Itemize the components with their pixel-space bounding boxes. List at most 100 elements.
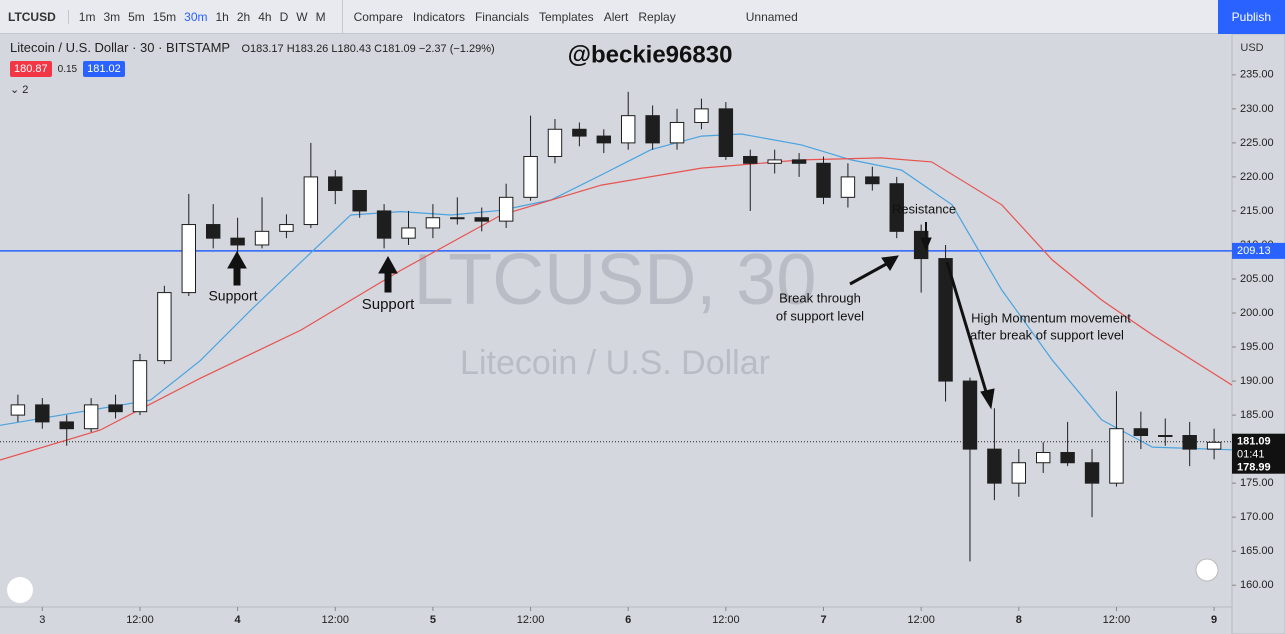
y-tick-label: 185.00	[1240, 409, 1274, 421]
interval[interactable]: 1h	[215, 9, 229, 24]
interval[interactable]: 3m	[103, 9, 121, 24]
toolbar-button[interactable]: Compare	[353, 9, 403, 24]
candle-body	[108, 404, 123, 413]
interval[interactable]: W	[296, 9, 308, 24]
candle-body	[59, 421, 74, 430]
watermark: LTCUSD, 30	[414, 240, 817, 320]
annotation: after break of support level	[970, 327, 1124, 342]
level-label: 209.13	[1237, 245, 1271, 257]
separator	[341, 0, 343, 34]
interval[interactable]: 1m	[78, 9, 96, 24]
annotation: of support level	[776, 308, 864, 323]
candle-body	[987, 448, 1002, 484]
x-tick-label: 12:00	[517, 614, 545, 626]
last-price-tag	[1232, 433, 1285, 474]
x-tick-label: 6	[625, 614, 631, 626]
toolbar-button[interactable]: Indicators	[412, 9, 465, 24]
interval[interactable]: D	[279, 9, 289, 24]
toolbar-button[interactable]: Templates	[538, 9, 594, 24]
interval[interactable]: 15m	[152, 9, 177, 24]
x-tick-label: 5	[430, 614, 436, 626]
last-price-label: 181.09	[1237, 436, 1271, 448]
x-tick-label: 12:00	[712, 614, 740, 626]
interval[interactable]: 4h	[258, 9, 272, 24]
candle-body	[523, 155, 538, 198]
interval[interactable]: 2h	[236, 9, 251, 24]
prev-close-label: 178.99	[1237, 462, 1271, 474]
toolbar-button[interactable]: Replay	[638, 9, 676, 24]
indicator-count: 2	[22, 84, 29, 96]
currency: USD	[1240, 42, 1263, 54]
candle-body	[279, 224, 294, 232]
candle-body	[1133, 428, 1149, 437]
toolbar-button[interactable]: Alert	[603, 9, 629, 24]
watermark-sub: Litecoin / U.S. Dollar	[460, 344, 770, 382]
ask[interactable]: 181.02	[83, 61, 125, 77]
candle-body	[205, 224, 221, 239]
candle-body	[10, 404, 26, 416]
x-tick-label: 7	[820, 614, 826, 626]
y-tick-label: 215.00	[1240, 205, 1274, 217]
candle-body	[718, 108, 734, 157]
candle-body	[498, 196, 514, 222]
y-tick-label: 225.00	[1240, 137, 1274, 149]
arrow	[227, 250, 247, 286]
arrow	[849, 260, 891, 286]
candle-body	[572, 128, 587, 137]
candle-body	[352, 190, 367, 212]
x-tick-label: 9	[1211, 614, 1217, 626]
annotation: Support	[362, 296, 415, 313]
indicator-toggle[interactable]: ⌄ 2	[10, 84, 29, 96]
x-tick-label: 12:00	[126, 614, 154, 626]
moving-average	[0, 133, 1233, 451]
interval[interactable]: 30m	[184, 9, 208, 24]
candle-body	[816, 162, 831, 198]
level-tag	[1232, 242, 1285, 259]
candle-body	[596, 135, 612, 144]
candle-body	[620, 115, 636, 144]
intervals: 1m 3m 5m 15m 30m 1h 2h 4h D W M	[69, 10, 336, 24]
scroll-button[interactable]	[1195, 558, 1219, 582]
layout-name[interactable]: Unnamed	[745, 9, 798, 24]
x-tick-label: 12:00	[321, 614, 349, 626]
candle-body	[791, 159, 807, 164]
candle-body	[1109, 428, 1124, 484]
y-tick-label: 205.00	[1240, 273, 1274, 285]
price-axis	[1231, 33, 1285, 634]
symbol[interactable]: LTCUSD	[0, 9, 69, 24]
annotation: High Momentum movement	[971, 310, 1131, 325]
candle-body	[1206, 441, 1222, 450]
x-tick-label: 12:00	[907, 614, 935, 626]
arrow	[920, 237, 932, 252]
y-tick-label: 230.00	[1240, 103, 1274, 115]
arrow	[378, 255, 398, 293]
candle-body	[1084, 462, 1100, 484]
bid[interactable]: 180.87	[10, 61, 52, 77]
candle-body	[840, 176, 856, 198]
legend-title: Litecoin / U.S. Dollar · 30 · BITSTAMP	[10, 40, 231, 55]
candle-body	[35, 404, 50, 423]
x-tick-label: 8	[1016, 614, 1022, 626]
interval[interactable]: 5m	[128, 9, 145, 24]
candle-body	[645, 115, 660, 144]
interval[interactable]: M	[315, 9, 326, 24]
countdown: 01:41	[1237, 449, 1265, 461]
publish-button[interactable]: Publish	[1217, 0, 1285, 34]
candle-body	[669, 121, 685, 144]
arrow	[945, 261, 989, 396]
legend: Litecoin / U.S. Dollar · 30 · BITSTAMP O…	[10, 40, 495, 96]
toolbar: LTCUSD 1m 3m 5m 15m 30m 1h 2h 4h D W M Compare Indi…	[0, 0, 1285, 34]
arrow	[881, 255, 899, 271]
y-tick-label: 195.00	[1240, 341, 1274, 353]
candle-body	[401, 227, 416, 239]
annotation: Break through	[779, 290, 861, 305]
candle-body	[254, 230, 270, 246]
toolbar-button[interactable]: Financials	[474, 9, 529, 24]
candle-body	[1182, 435, 1197, 450]
logo[interactable]	[7, 577, 33, 603]
candle-body	[938, 258, 953, 382]
y-tick-label: 170.00	[1240, 511, 1274, 523]
candle-body	[889, 183, 904, 232]
candle-body	[743, 155, 758, 164]
y-tick-label: 190.00	[1240, 375, 1274, 387]
